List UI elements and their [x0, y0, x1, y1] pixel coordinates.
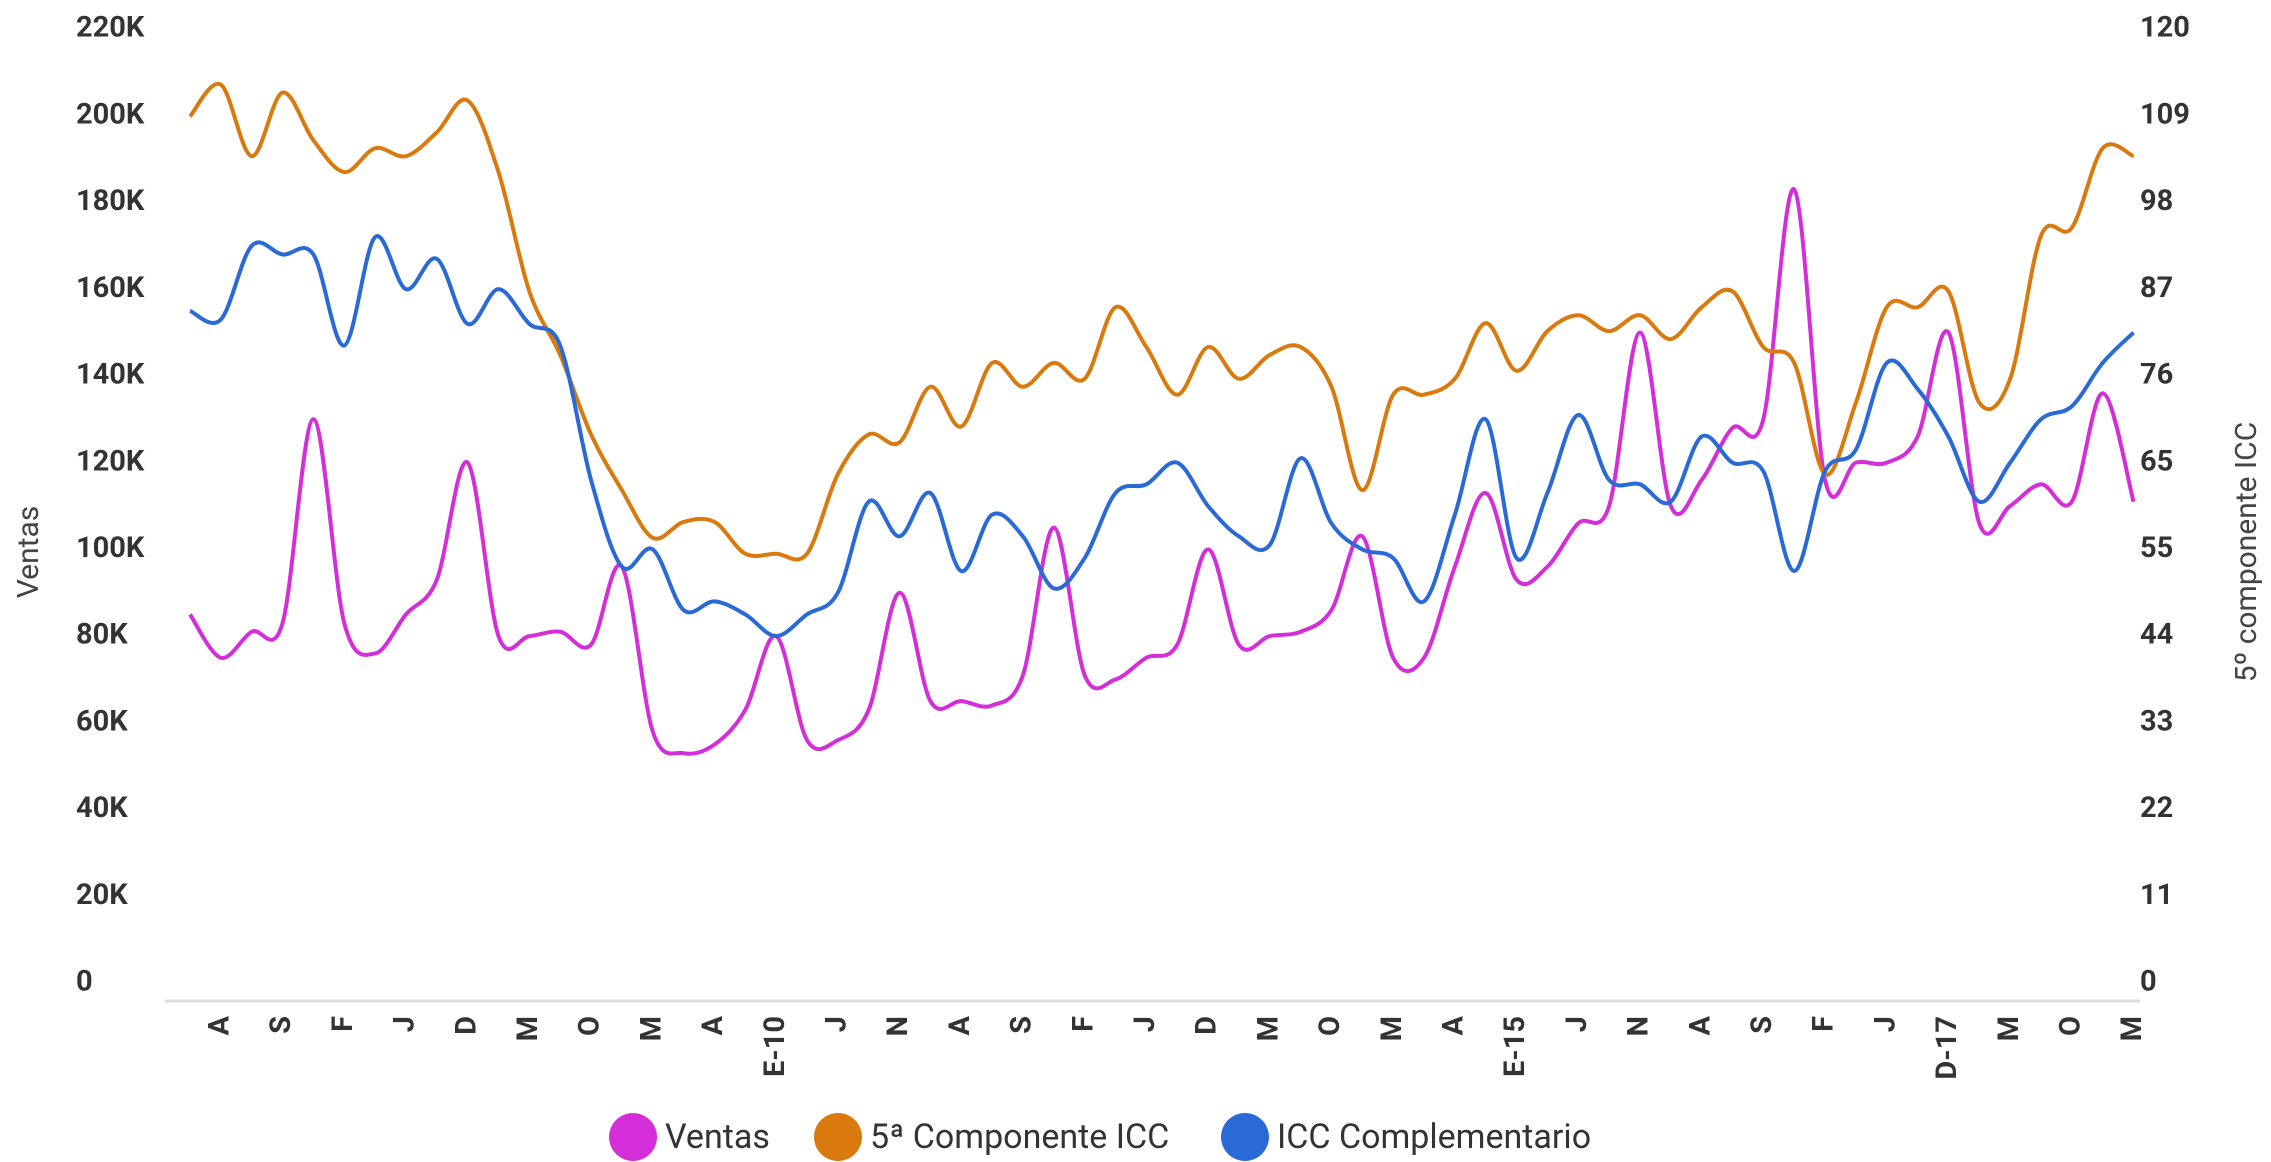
x-tick-label: J	[1560, 1016, 1594, 1032]
y-axis-title: Ventas	[11, 506, 46, 599]
x-tick-label: D	[449, 1016, 483, 1035]
series-line	[189, 234, 2135, 639]
y-tick-label: 0	[76, 965, 93, 999]
x-tick-label: A	[696, 1015, 730, 1035]
legend-swatch	[814, 1113, 862, 1161]
y2-tick-label: 120	[2140, 11, 2190, 45]
x-tick-label: N	[1622, 1016, 1656, 1036]
x-tick-label: M	[511, 1016, 545, 1041]
y2-tick-label: 109	[2140, 97, 2190, 131]
x-tick-label: F	[1066, 1016, 1100, 1032]
x-tick-label: D-17	[1930, 1016, 1964, 1080]
x-tick-label: D	[1190, 1016, 1224, 1035]
y2-tick-label: 33	[2140, 704, 2173, 738]
y2-tick-label: 87	[2140, 271, 2173, 305]
y-tick-label: 180K	[76, 184, 145, 218]
legend-swatch	[609, 1113, 657, 1161]
y2-tick-label: 65	[2140, 444, 2173, 478]
x-tick-label: N	[881, 1016, 915, 1036]
x-tick-label: E-10	[758, 1016, 792, 1077]
y-tick-label: 20K	[76, 878, 128, 912]
y-tick-label: 40K	[76, 791, 128, 825]
y2-tick-label: 11	[2140, 878, 2173, 912]
y-tick-label: 100K	[76, 531, 145, 565]
legend-label: 5ª Componente ICC	[870, 1117, 1169, 1157]
y2-tick-label: 0	[2140, 965, 2157, 999]
y-tick-label: 140K	[76, 358, 145, 392]
x-tick-label: S	[1005, 1016, 1039, 1034]
x-tick-label: M	[1251, 1016, 1285, 1041]
y-tick-label: 160K	[76, 271, 145, 305]
series-line	[188, 81, 2135, 562]
series-line	[188, 187, 2136, 756]
x-tick-label: J	[1868, 1016, 1902, 1032]
y-tick-label: 120K	[76, 444, 145, 478]
legend-swatch	[1221, 1113, 1269, 1161]
x-tick-label: E-15	[1498, 1016, 1532, 1077]
y-tick-label: 60K	[76, 704, 128, 738]
x-tick-label: J	[388, 1016, 422, 1032]
legend-label: ICC Complementario	[1277, 1117, 1591, 1157]
x-tick-label: A	[943, 1015, 977, 1035]
x-tick-label: J	[820, 1016, 854, 1032]
y-tick-label: 200K	[76, 97, 145, 131]
x-tick-label: A	[1437, 1015, 1471, 1035]
x-tick-label: F	[1807, 1016, 1841, 1032]
x-tick-label: M	[1992, 1016, 2026, 1041]
y2-tick-label: 98	[2140, 184, 2173, 218]
x-tick-label: S	[264, 1016, 298, 1034]
y2-tick-label: 22	[2140, 791, 2173, 825]
x-tick-label: A	[203, 1015, 237, 1035]
x-tick-label: M	[634, 1016, 668, 1041]
legend-label: Ventas	[665, 1117, 770, 1157]
y2-tick-label: 55	[2140, 531, 2173, 565]
x-tick-label: A	[1683, 1015, 1717, 1035]
y2-axis-title: 5º componente ICC	[2229, 422, 2264, 682]
x-tick-label: M	[1375, 1016, 1409, 1041]
x-tick-label: F	[326, 1016, 360, 1032]
x-tick-label: J	[1128, 1016, 1162, 1032]
x-tick-label: O	[1313, 1016, 1347, 1036]
x-tick-label: O	[573, 1016, 607, 1036]
y2-tick-label: 76	[2140, 358, 2173, 392]
y-tick-label: 220K	[76, 11, 145, 45]
x-tick-label: S	[1745, 1016, 1779, 1034]
y2-tick-label: 44	[2140, 618, 2173, 652]
x-tick-label: M	[2115, 1016, 2149, 1041]
y-tick-label: 80K	[76, 618, 128, 652]
x-tick-label: O	[2054, 1016, 2088, 1036]
